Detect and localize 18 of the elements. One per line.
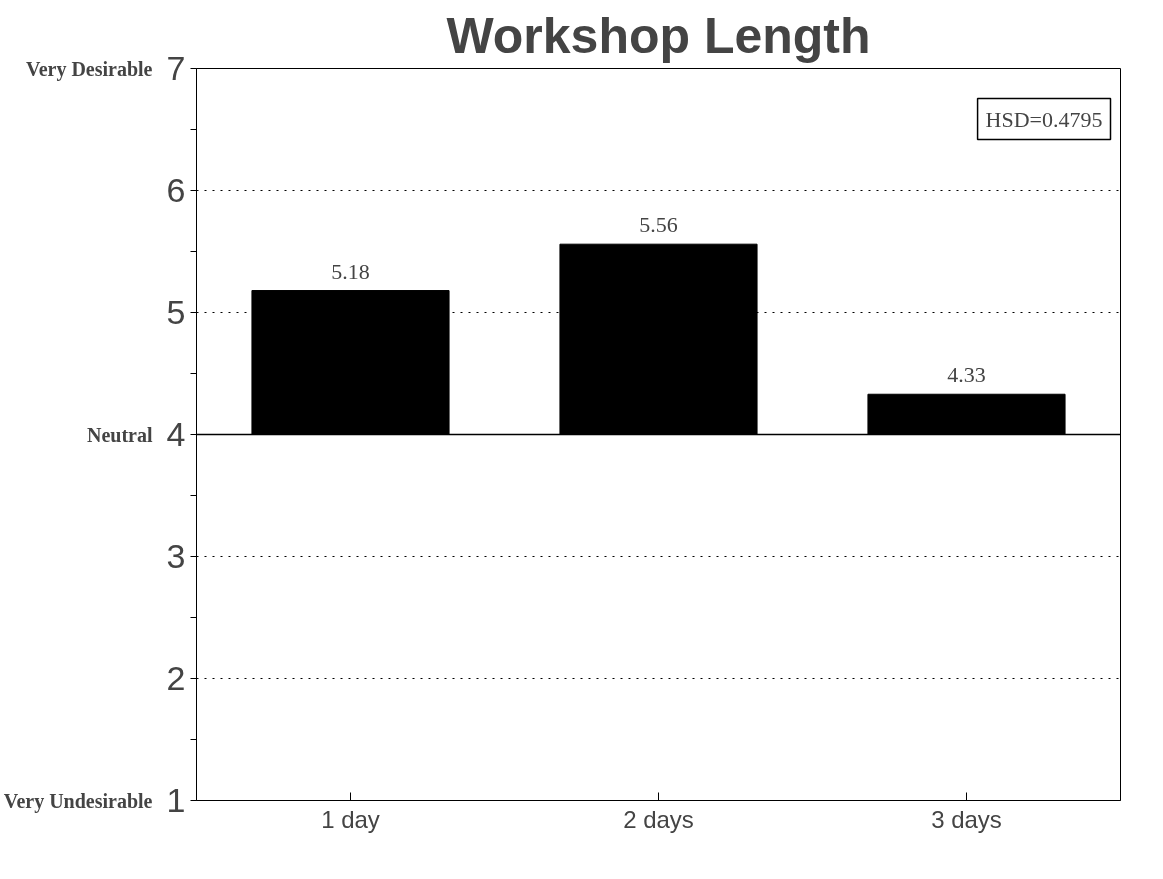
data-label: 5.56 — [639, 212, 678, 238]
y-tick-label: 6 — [166, 171, 186, 209]
ref-line-label: Neutral — [86, 423, 153, 446]
y-tick-label: 2 — [166, 659, 186, 697]
y-tick-label: 7 — [166, 49, 186, 87]
data-label: 5.18 — [331, 258, 370, 284]
y-tick-label: 4 — [166, 415, 186, 453]
y-tick-label: 3 — [166, 537, 186, 575]
chart-title: Workshop Length — [446, 7, 871, 64]
annotation: HSD=0.4795 — [985, 106, 1103, 132]
x-tick-label: 3 days — [931, 805, 1002, 833]
x-tick-label: 2 days — [623, 805, 694, 833]
y-tick-label: 5 — [166, 293, 186, 331]
y-tick-label: 1 — [166, 781, 186, 819]
data-label: 4.33 — [947, 362, 986, 388]
text: Very Desirable — [26, 57, 153, 81]
x-tick-label: 1 day — [321, 805, 380, 833]
text: Very Undesirable — [3, 789, 153, 813]
